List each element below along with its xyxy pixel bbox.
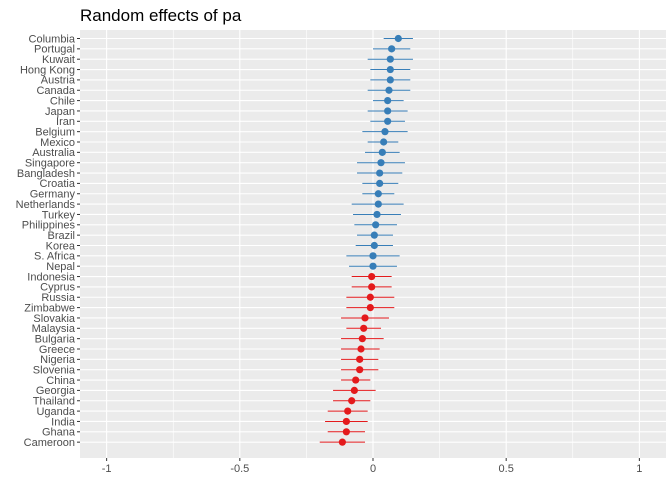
point-estimate bbox=[386, 55, 394, 63]
y-tick-label: Greece bbox=[39, 344, 75, 356]
y-tick-label: S. Africa bbox=[34, 251, 76, 263]
point-estimate bbox=[358, 335, 366, 343]
minor-gridlines bbox=[172, 30, 574, 458]
y-tick-label: Slovakia bbox=[33, 313, 75, 325]
point-estimate bbox=[376, 179, 384, 187]
y-tick-label: Canada bbox=[36, 85, 75, 97]
point-estimate bbox=[368, 272, 376, 281]
y-tick-label: Russia bbox=[41, 292, 76, 304]
point-estimate bbox=[369, 252, 377, 260]
y-tick-label: Kuwait bbox=[42, 54, 75, 66]
y-tick-label: Australia bbox=[32, 147, 76, 159]
y-tick-label: Iran bbox=[56, 116, 75, 128]
y-tick-label: Nigeria bbox=[40, 354, 76, 366]
point-estimate bbox=[348, 397, 356, 405]
point-estimate bbox=[369, 262, 377, 270]
y-tick-label: Slovenia bbox=[33, 365, 76, 377]
y-tick-label: Cyprus bbox=[40, 282, 75, 294]
y-tick-label: Hong Kong bbox=[20, 64, 75, 76]
y-tick-label: Chile bbox=[50, 95, 75, 107]
point-estimate bbox=[342, 417, 350, 426]
point-estimate bbox=[357, 345, 365, 353]
y-tick-label: Bangladesh bbox=[17, 168, 75, 180]
y-tick-label: Brazil bbox=[47, 230, 75, 242]
y-tick-label: Nepal bbox=[46, 261, 75, 273]
y-tick-label: Japan bbox=[45, 106, 75, 118]
y-tick-label: Belgium bbox=[35, 126, 75, 138]
point-estimate bbox=[356, 355, 364, 363]
y-tick-label: Bulgaria bbox=[35, 333, 76, 345]
point-estimate bbox=[360, 324, 368, 332]
point-estimate bbox=[361, 314, 369, 322]
x-tick-label: 1 bbox=[636, 463, 642, 475]
y-tick-label: Germany bbox=[30, 189, 76, 201]
point-estimate bbox=[384, 117, 392, 125]
x-tick-label: 0.5 bbox=[499, 463, 514, 475]
point-estimate bbox=[386, 76, 394, 84]
x-tick-label: -0.5 bbox=[230, 463, 249, 475]
point-estimate bbox=[384, 107, 392, 115]
y-tick-label: Columbia bbox=[29, 33, 76, 45]
point-estimate bbox=[374, 200, 382, 208]
y-tick-label: Zimbabwe bbox=[24, 302, 75, 314]
y-tick-label: Portugal bbox=[34, 44, 75, 56]
point-estimate bbox=[338, 438, 346, 446]
y-tick-label: Korea bbox=[46, 240, 76, 252]
x-tick-label: 0 bbox=[370, 463, 376, 475]
y-tick-label: Uganda bbox=[36, 406, 75, 418]
point-estimates bbox=[338, 34, 402, 446]
y-tick-label: Mexico bbox=[40, 137, 75, 149]
point-estimate bbox=[386, 65, 394, 74]
y-tick-label: China bbox=[46, 375, 76, 387]
chart-title: Random effects of pa bbox=[80, 6, 242, 25]
point-estimate bbox=[378, 148, 386, 156]
point-estimate bbox=[376, 169, 384, 177]
y-tick-label: Georgia bbox=[36, 385, 76, 397]
y-tick-label: Cameroon bbox=[24, 437, 75, 449]
y-tick-label: Croatia bbox=[40, 178, 76, 190]
point-estimate bbox=[352, 376, 360, 384]
point-estimate bbox=[388, 45, 396, 53]
y-tick-label: Philippines bbox=[22, 220, 76, 232]
point-estimate bbox=[350, 386, 358, 394]
point-estimate bbox=[372, 221, 380, 229]
point-estimate bbox=[368, 283, 376, 291]
point-estimate bbox=[366, 304, 374, 312]
x-axis-labels: -1 -0.5 0 0.5 1 bbox=[102, 458, 642, 475]
point-estimate bbox=[385, 86, 393, 94]
point-estimate bbox=[366, 293, 374, 301]
y-tick-label: India bbox=[51, 416, 76, 428]
y-tick-label: Thailand bbox=[33, 396, 75, 408]
point-estimate bbox=[342, 428, 350, 436]
y-tick-label: Turkey bbox=[42, 209, 76, 221]
y-tick-label: Netherlands bbox=[16, 199, 76, 211]
point-estimate bbox=[384, 97, 392, 105]
point-estimate bbox=[394, 34, 402, 43]
point-estimate bbox=[381, 128, 389, 136]
y-tick-label: Ghana bbox=[42, 427, 76, 439]
point-estimate bbox=[373, 210, 381, 219]
point-estimate bbox=[380, 138, 388, 146]
y-tick-label: Austria bbox=[41, 75, 76, 87]
point-estimate bbox=[356, 366, 364, 374]
point-estimate bbox=[370, 231, 378, 239]
point-estimate bbox=[377, 159, 385, 167]
point-estimate bbox=[370, 241, 378, 250]
y-tick-label: Singapore bbox=[25, 158, 75, 170]
y-tick-label: Malaysia bbox=[32, 323, 76, 335]
x-tick-label: -1 bbox=[102, 463, 112, 475]
point-estimate bbox=[374, 190, 382, 198]
y-tick-label: Indonesia bbox=[27, 271, 76, 283]
point-estimate bbox=[344, 407, 352, 415]
